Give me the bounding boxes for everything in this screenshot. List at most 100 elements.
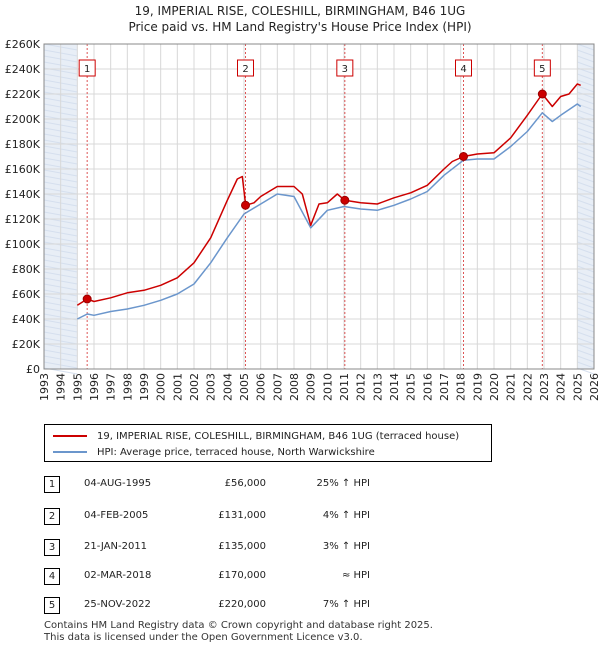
y-tick-label: £160K	[5, 163, 41, 176]
legend: 19, IMPERIAL RISE, COLESHILL, BIRMINGHAM…	[44, 424, 492, 462]
y-tick-label: £0	[26, 363, 40, 376]
hatch-line	[577, 229, 595, 237]
hatch-line	[577, 97, 595, 105]
table-row: 4 02-MAR-2018 £170,000 ≈ HPI	[44, 567, 544, 587]
hatch-line	[577, 319, 595, 327]
row-date: 04-FEB-2005	[84, 510, 149, 521]
hatch-line	[577, 259, 595, 267]
legend-item-hpi: HPI: Average price, terraced house, Nort…	[53, 445, 375, 459]
y-tick-label: £40K	[12, 313, 41, 326]
y-tick-label: £140K	[5, 188, 41, 201]
row-badge: 2	[44, 508, 60, 525]
x-tick-label: 1999	[138, 373, 151, 401]
sale-label-box	[237, 59, 254, 77]
x-tick-label: 2006	[255, 373, 268, 401]
hatch-line	[577, 361, 595, 369]
sale-point	[459, 152, 468, 161]
x-tick-label: 1995	[71, 373, 84, 401]
x-tick-label: 2005	[238, 373, 251, 401]
sale-point	[537, 89, 547, 99]
x-tick-label: 2013	[371, 373, 384, 401]
hatch-line	[577, 157, 595, 165]
plot-area	[44, 44, 594, 369]
hatch-line	[577, 289, 595, 297]
x-tick-label: 2014	[388, 373, 401, 401]
hatch-line	[577, 349, 595, 357]
row-date: 21-JAN-2011	[84, 541, 148, 552]
x-tick-label: 2004	[221, 373, 234, 401]
y-tick-label: £100K	[5, 238, 41, 251]
x-tick-label: 2025	[571, 373, 584, 401]
shaded-region-end	[577, 44, 594, 369]
x-tick-label: 2012	[355, 373, 368, 401]
row-price: £170,000	[218, 570, 266, 581]
legend-swatch-hpi	[53, 451, 87, 453]
x-tick-label: 2001	[171, 373, 184, 401]
x-tick-label: 2018	[455, 373, 468, 401]
hatch-line	[577, 133, 595, 141]
x-tick-label: 2016	[421, 373, 434, 401]
hatch-line	[577, 241, 595, 249]
x-tick-label: 2017	[438, 373, 451, 401]
x-tick-label: 2022	[521, 373, 534, 401]
y-tick-label: £80K	[12, 263, 41, 276]
hatch-line	[577, 103, 595, 111]
y-tick-label: £240K	[5, 63, 41, 76]
x-tick-label: 2026	[588, 373, 600, 401]
hatch-line	[577, 121, 595, 129]
hatch-line	[577, 205, 595, 213]
hatch-line	[577, 175, 595, 183]
hatch-line	[577, 331, 595, 339]
hatch-line	[577, 181, 595, 189]
hatch-line	[577, 355, 595, 363]
plot-border	[43, 43, 595, 370]
hatch-line	[577, 145, 595, 153]
sale-label: 1	[84, 64, 90, 75]
y-tick-label: £260K	[5, 38, 41, 51]
hatch-line	[577, 109, 595, 117]
hatch-line	[577, 247, 595, 255]
hatch-line	[577, 277, 595, 285]
row-hpi: 4% ↑ HPI	[322, 510, 370, 521]
row-date: 04-AUG-1995	[84, 478, 152, 489]
hatch-line	[577, 307, 595, 315]
hatch-line	[577, 235, 595, 243]
legend-item-property: 19, IMPERIAL RISE, COLESHILL, BIRMINGHAM…	[53, 429, 459, 443]
hatch-line	[577, 199, 595, 207]
table-row: 3 21-JAN-2011 £135,000 3% ↑ HPI	[44, 538, 544, 558]
x-tick-label: 2021	[505, 373, 518, 401]
series-line	[76, 103, 582, 320]
sale-label-box	[533, 59, 551, 77]
row-price: £135,000	[218, 541, 266, 552]
row-hpi: 7% ↑ HPI	[322, 599, 370, 610]
x-tick-label: 2008	[288, 373, 301, 401]
hatch-line	[577, 139, 595, 147]
y-tick-label: £180K	[5, 138, 41, 151]
hatch-line	[577, 211, 595, 219]
row-price: £220,000	[218, 599, 266, 610]
row-hpi: ≈ HPI	[341, 570, 370, 581]
sale-point	[241, 200, 250, 210]
table-row: 1 04-AUG-1995 £56,000 25% ↑ HPI	[44, 475, 544, 495]
hatch-line	[577, 223, 595, 231]
footer-license: This data is licensed under the Open Gov…	[44, 632, 363, 643]
x-tick-label: 1994	[55, 373, 68, 401]
legend-label-property: 19, IMPERIAL RISE, COLESHILL, BIRMINGHAM…	[97, 430, 460, 442]
sale-point	[82, 294, 92, 304]
x-tick-label: 2009	[305, 373, 318, 401]
legend-label-hpi: HPI: Average price, terraced house, Nort…	[97, 446, 375, 458]
chart-subtitle: Price paid vs. HM Land Registry's House …	[128, 20, 472, 34]
y-tick-label: £220K	[5, 88, 41, 101]
x-tick-label: 2010	[321, 373, 334, 401]
price-chart: £0 £20K £40K £60K £80K £100K £120K £140K £160K £1…	[5, 38, 600, 401]
row-price: £56,000	[224, 478, 266, 489]
hatch-line	[577, 169, 595, 177]
hatch-line	[577, 271, 595, 279]
hatch-line	[577, 187, 595, 195]
x-tick-label: 1998	[121, 373, 134, 401]
x-tick-label: 2015	[405, 373, 418, 401]
row-price: £131,000	[218, 510, 266, 521]
hatch-line	[577, 253, 595, 261]
sale-label-box	[78, 59, 96, 77]
row-badge: 3	[44, 539, 60, 556]
